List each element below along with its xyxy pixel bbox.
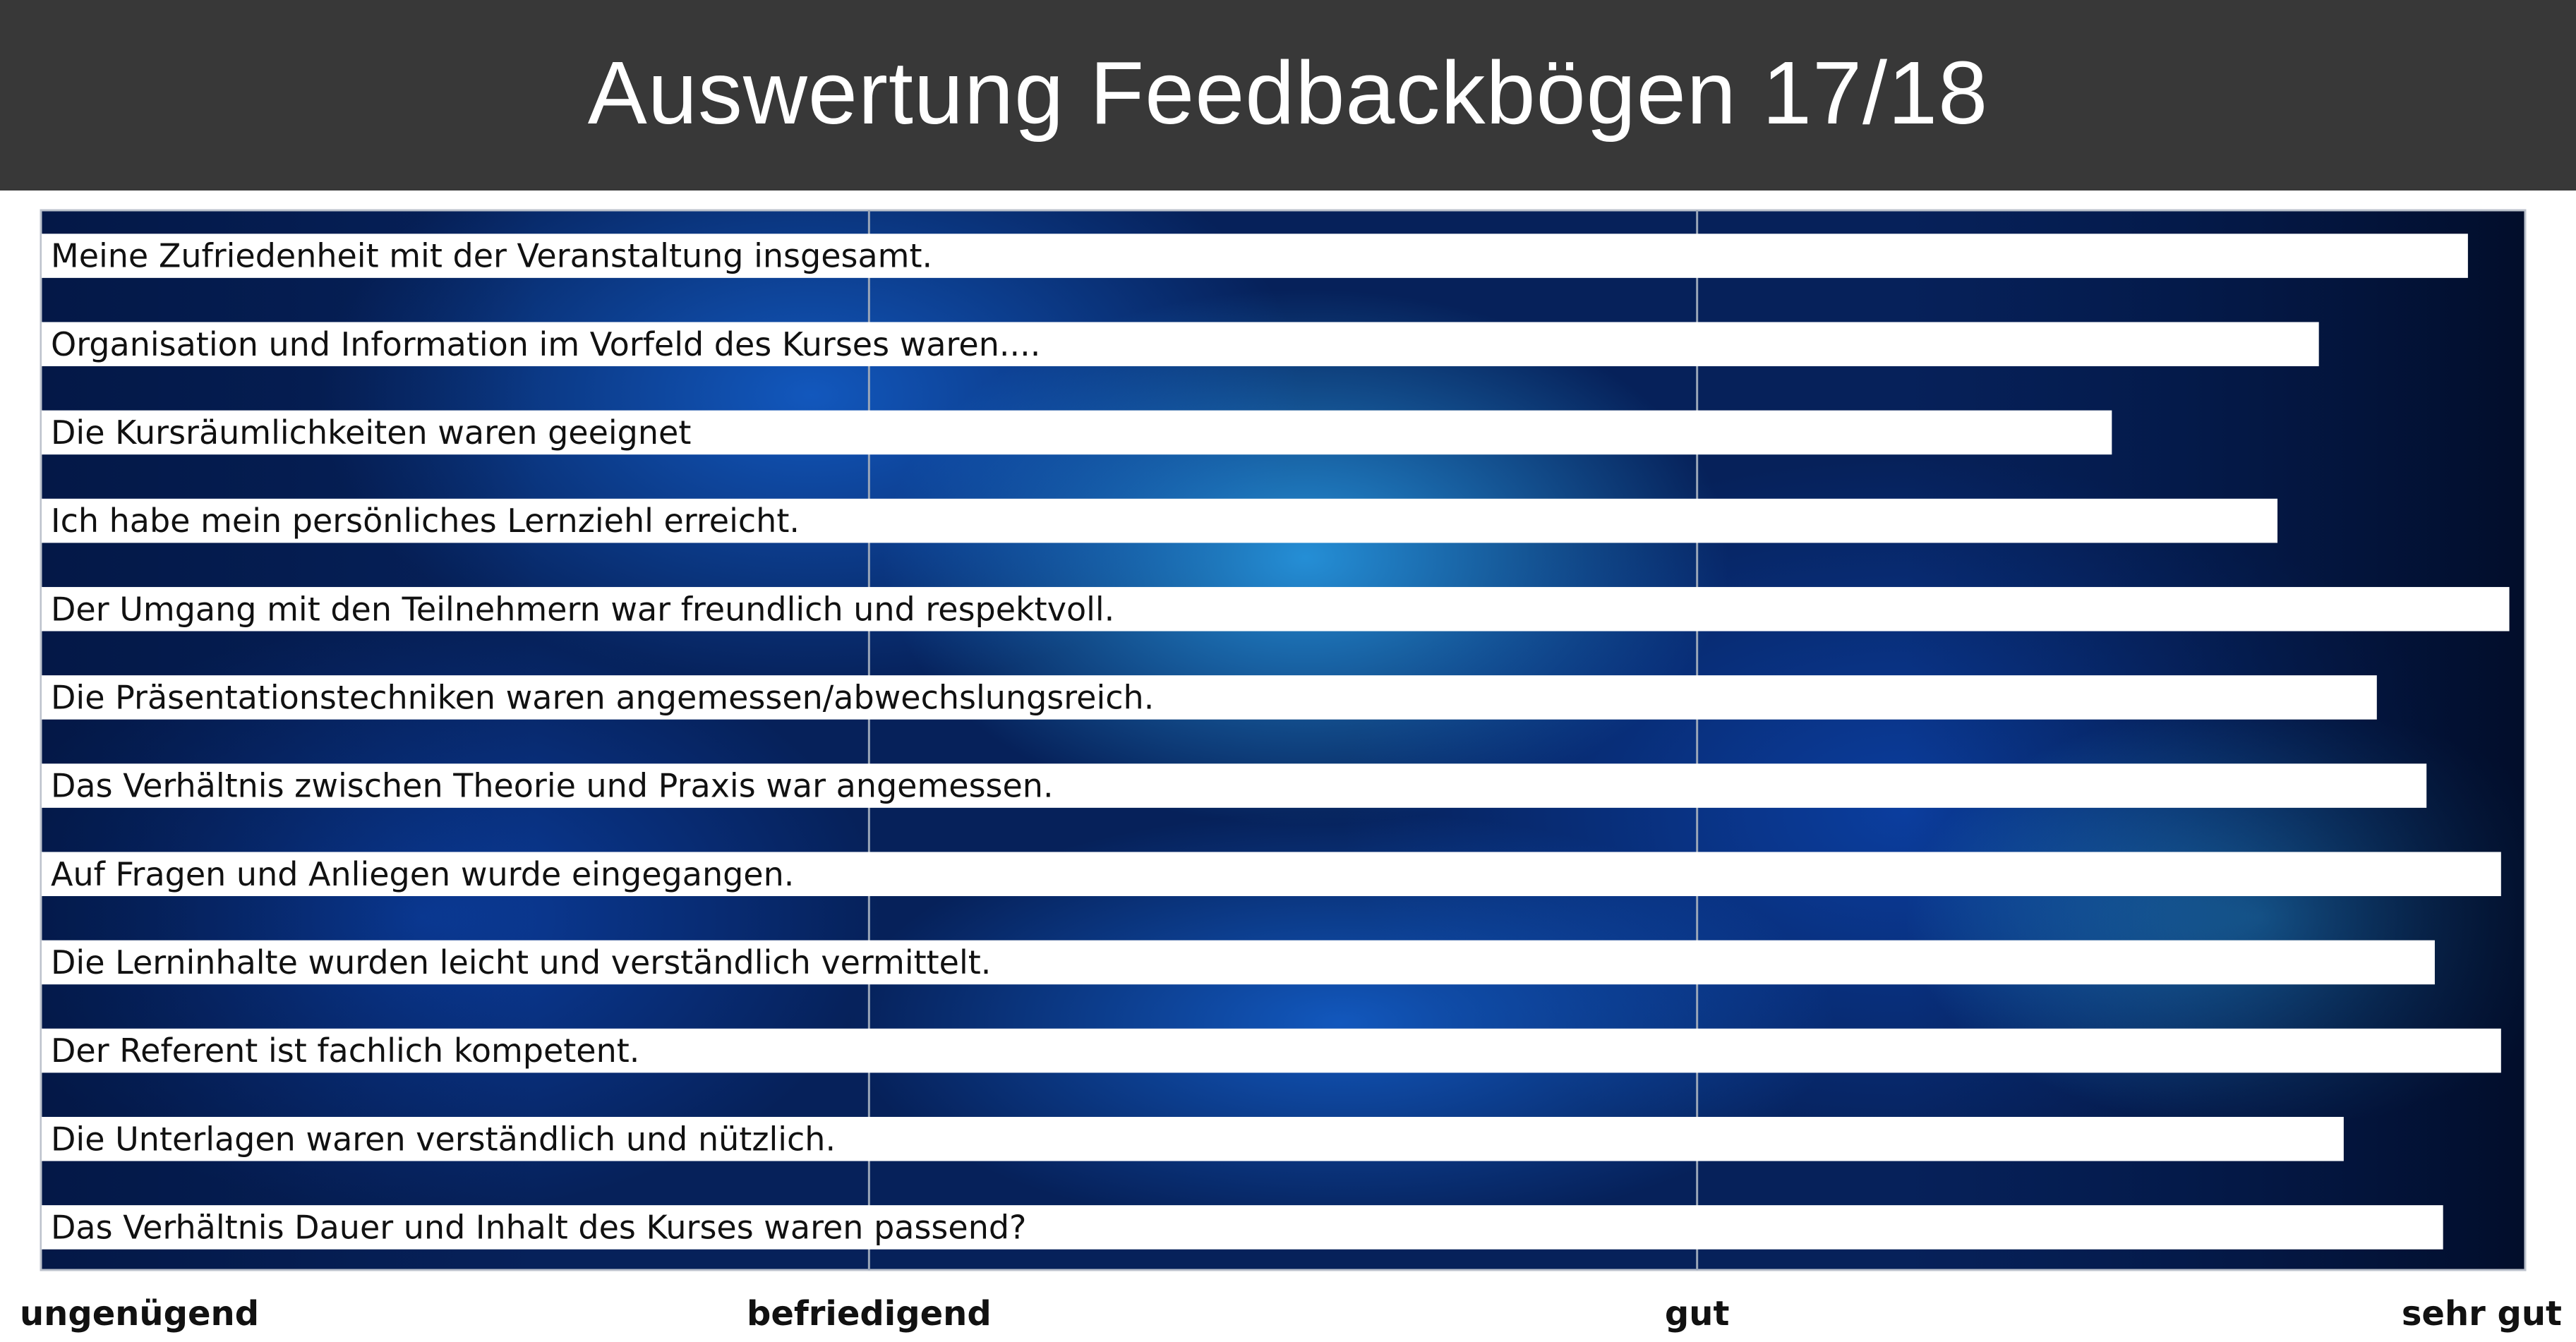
- plot-frame: [40, 209, 2527, 1271]
- bar-label-8: Die Lerninhalte wurden leicht und verstä…: [51, 943, 991, 981]
- bar-group-2: Die Kursräumlichkeiten waren geeignet: [42, 410, 2112, 455]
- bar-11: [42, 1205, 2443, 1250]
- bar-8: [42, 940, 2435, 985]
- bar-label-9: Der Referent ist fachlich kompetent.: [51, 1032, 639, 1070]
- bar-10: [42, 1116, 2344, 1161]
- bar-7: [42, 852, 2501, 897]
- bar-9: [42, 1028, 2501, 1073]
- bar-4: [42, 586, 2510, 631]
- bar-group-8: Die Lerninhalte wurden leicht und verstä…: [42, 940, 2435, 985]
- bar-group-11: Das Verhältnis Dauer und Inhalt des Kurs…: [42, 1205, 2443, 1250]
- bar-label-6: Das Verhältnis zwischen Theorie und Prax…: [51, 767, 1054, 805]
- x-axis-ticks: ungenügend befriedigend gut sehr gut: [20, 1294, 2562, 1334]
- page-title: Auswertung Feedbackbögen 17/18: [587, 42, 1989, 143]
- x-tick-label-0: ungenügend: [20, 1294, 259, 1334]
- bar-group-4: Der Umgang mit den Teilnehmern war freun…: [42, 586, 2510, 631]
- header-bar: Auswertung Feedbackbögen 17/18: [0, 0, 2576, 191]
- bar-label-3: Ich habe mein persönliches Lernziehl err…: [51, 502, 800, 540]
- bar-label-7: Auf Fragen und Anliegen wurde eingegange…: [51, 855, 794, 893]
- bars: Meine Zufriedenheit mit der Veranstaltun…: [42, 234, 2510, 1250]
- bar-6: [42, 763, 2427, 808]
- bar-group-1: Organisation und Information im Vorfeld …: [42, 322, 2319, 367]
- bar-label-2: Die Kursräumlichkeiten waren geeignet: [51, 413, 691, 452]
- bar-5: [42, 675, 2377, 720]
- bar-group-5: Die Präsentationstechniken waren angemes…: [42, 675, 2377, 720]
- bar-group-6: Das Verhältnis zwischen Theorie und Prax…: [42, 763, 2427, 808]
- bar-group-10: Die Unterlagen waren verständlich und nü…: [42, 1116, 2344, 1161]
- x-tick-label-2: gut: [1665, 1294, 1729, 1334]
- bar-label-10: Die Unterlagen waren verständlich und nü…: [51, 1120, 836, 1158]
- bar-3: [42, 498, 2277, 543]
- grid-lines: [867, 210, 1699, 1270]
- bar-label-5: Die Präsentationstechniken waren angemes…: [51, 678, 1154, 716]
- bar-label-11: Das Verhältnis Dauer und Inhalt des Kurs…: [51, 1208, 1026, 1246]
- bar-label-1: Organisation und Information im Vorfeld …: [51, 325, 1040, 363]
- bar-2: [42, 410, 2112, 455]
- bar-0: [42, 234, 2468, 278]
- bar-label-4: Der Umgang mit den Teilnehmern war freun…: [51, 590, 1114, 628]
- x-tick-label-1: befriedigend: [747, 1294, 992, 1334]
- bar-label-0: Meine Zufriedenheit mit der Veranstaltun…: [51, 237, 932, 275]
- bar-group-9: Der Referent ist fachlich kompetent.: [42, 1028, 2501, 1073]
- bar-group-7: Auf Fragen und Anliegen wurde eingegange…: [42, 852, 2501, 897]
- x-tick-label-3: sehr gut: [2402, 1294, 2562, 1334]
- bar-group-0: Meine Zufriedenheit mit der Veranstaltun…: [42, 234, 2468, 278]
- bar-1: [42, 322, 2319, 367]
- bar-group-3: Ich habe mein persönliches Lernziehl err…: [42, 498, 2277, 543]
